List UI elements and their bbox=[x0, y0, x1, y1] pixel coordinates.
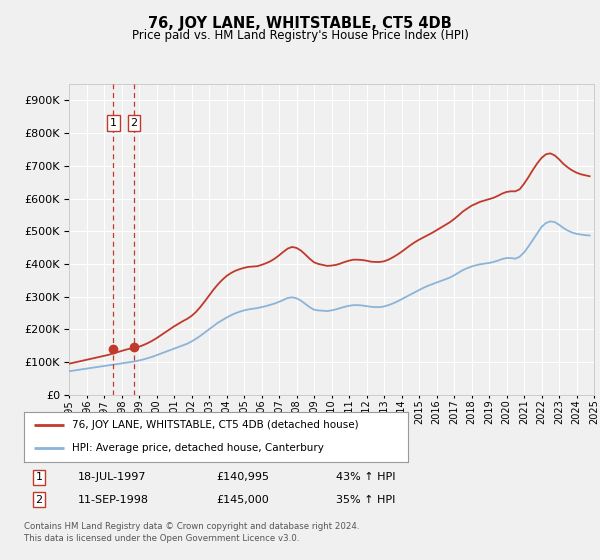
Text: 76, JOY LANE, WHITSTABLE, CT5 4DB (detached house): 76, JOY LANE, WHITSTABLE, CT5 4DB (detac… bbox=[72, 420, 359, 430]
Text: 2: 2 bbox=[35, 494, 43, 505]
Text: £145,000: £145,000 bbox=[216, 494, 269, 505]
Text: 11-SEP-1998: 11-SEP-1998 bbox=[78, 494, 149, 505]
Text: Contains HM Land Registry data © Crown copyright and database right 2024.
This d: Contains HM Land Registry data © Crown c… bbox=[24, 522, 359, 543]
Text: HPI: Average price, detached house, Canterbury: HPI: Average price, detached house, Cant… bbox=[72, 444, 324, 454]
Text: 1: 1 bbox=[110, 118, 117, 128]
Text: £140,995: £140,995 bbox=[216, 472, 269, 482]
Text: 35% ↑ HPI: 35% ↑ HPI bbox=[336, 494, 395, 505]
Text: Price paid vs. HM Land Registry's House Price Index (HPI): Price paid vs. HM Land Registry's House … bbox=[131, 29, 469, 42]
Text: 1: 1 bbox=[35, 472, 43, 482]
Text: 2: 2 bbox=[130, 118, 137, 128]
Text: 76, JOY LANE, WHITSTABLE, CT5 4DB: 76, JOY LANE, WHITSTABLE, CT5 4DB bbox=[148, 16, 452, 31]
Text: 18-JUL-1997: 18-JUL-1997 bbox=[78, 472, 146, 482]
Text: 43% ↑ HPI: 43% ↑ HPI bbox=[336, 472, 395, 482]
